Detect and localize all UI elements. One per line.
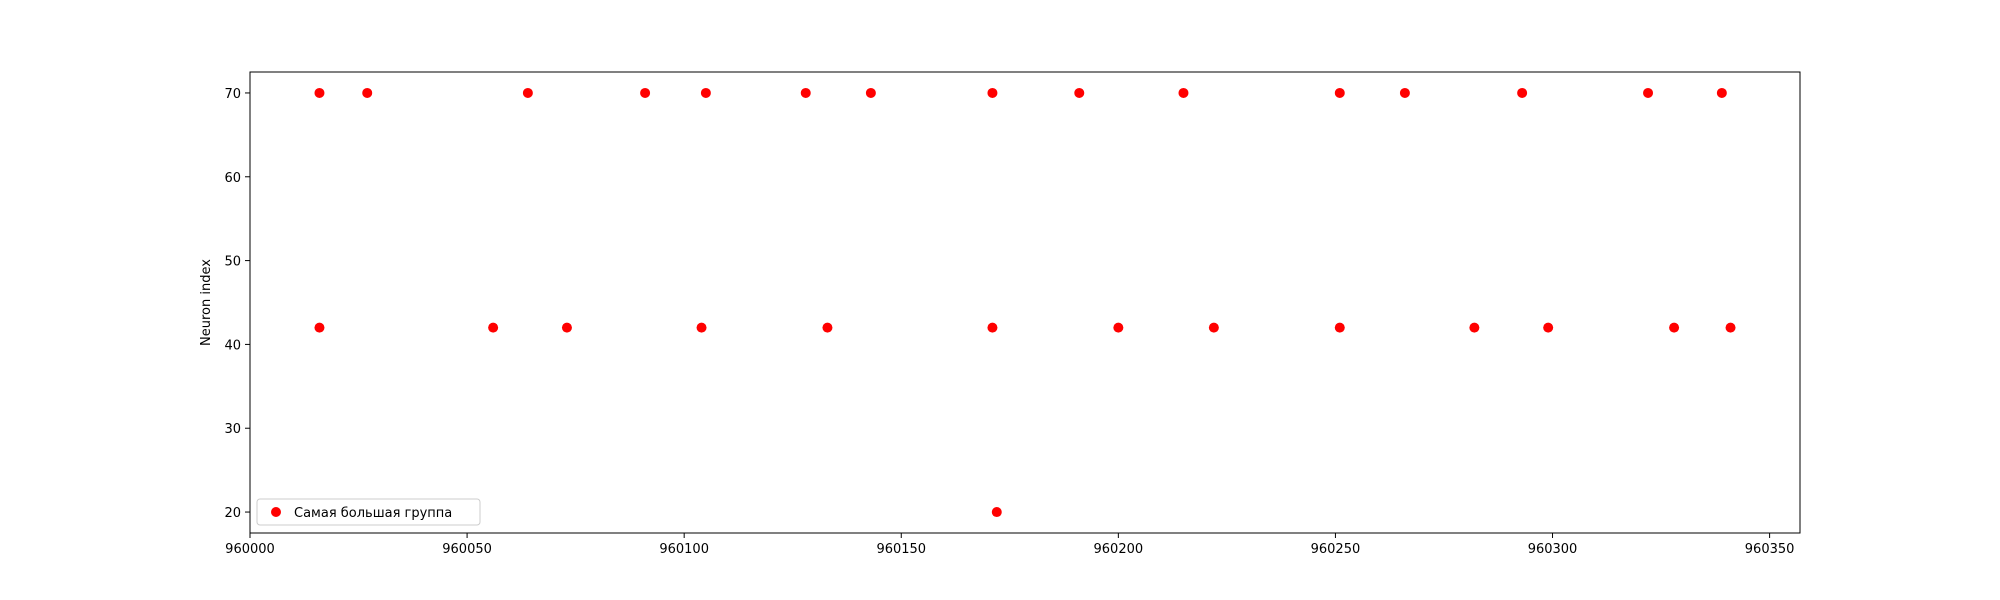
y-tick-label: 60 [224, 171, 241, 186]
y-tick-label: 30 [224, 422, 241, 437]
x-tick-label: 960000 [225, 542, 275, 557]
legend: Самая большая группа [256, 498, 481, 526]
data-point [488, 322, 499, 333]
x-tick-label: 960100 [659, 542, 709, 557]
legend-box [256, 498, 481, 526]
data-point [1208, 322, 1219, 333]
data-point [991, 507, 1002, 518]
x-tick-label: 960300 [1528, 542, 1578, 557]
x-axis: 960000 960050 960100 960150 960200 960250 9603… [225, 533, 1794, 557]
y-axis: 20 30 40 50 60 70 [224, 87, 250, 521]
data-point [987, 87, 998, 98]
x-tick-label: 960200 [1094, 542, 1144, 557]
data-point [1113, 322, 1124, 333]
data-point [1469, 322, 1480, 333]
y-tick-label: 40 [224, 338, 241, 353]
data-point [1399, 87, 1410, 98]
data-point [1074, 87, 1085, 98]
y-tick-label: 20 [224, 506, 241, 521]
data-point [314, 87, 325, 98]
x-tick-label: 960350 [1745, 542, 1795, 557]
data-point [522, 87, 533, 98]
legend-label: Самая большая группа [294, 506, 452, 521]
data-point [700, 87, 711, 98]
data-point [1669, 322, 1680, 333]
y-axis-label: Neuron index [199, 259, 214, 346]
data-point [800, 87, 811, 98]
data-point [865, 87, 876, 98]
data-points [314, 87, 1736, 518]
data-point [822, 322, 833, 333]
data-point [561, 322, 572, 333]
data-point [1543, 322, 1554, 333]
data-point [1334, 87, 1345, 98]
plot-frame [249, 71, 1801, 534]
data-point [1716, 87, 1727, 98]
y-tick-label: 50 [224, 255, 241, 270]
data-point [640, 87, 651, 98]
legend-marker [271, 507, 281, 517]
data-point [696, 322, 707, 333]
data-point [1334, 322, 1345, 333]
data-point [1517, 87, 1528, 98]
data-point [1643, 87, 1654, 98]
y-tick-label: 70 [224, 87, 241, 102]
x-tick-label: 960250 [1311, 542, 1361, 557]
data-point [1725, 322, 1736, 333]
data-point [362, 87, 373, 98]
x-tick-label: 960050 [442, 542, 492, 557]
x-tick-label: 960150 [876, 542, 926, 557]
data-point [987, 322, 998, 333]
data-point [314, 322, 325, 333]
data-point [1178, 87, 1189, 98]
